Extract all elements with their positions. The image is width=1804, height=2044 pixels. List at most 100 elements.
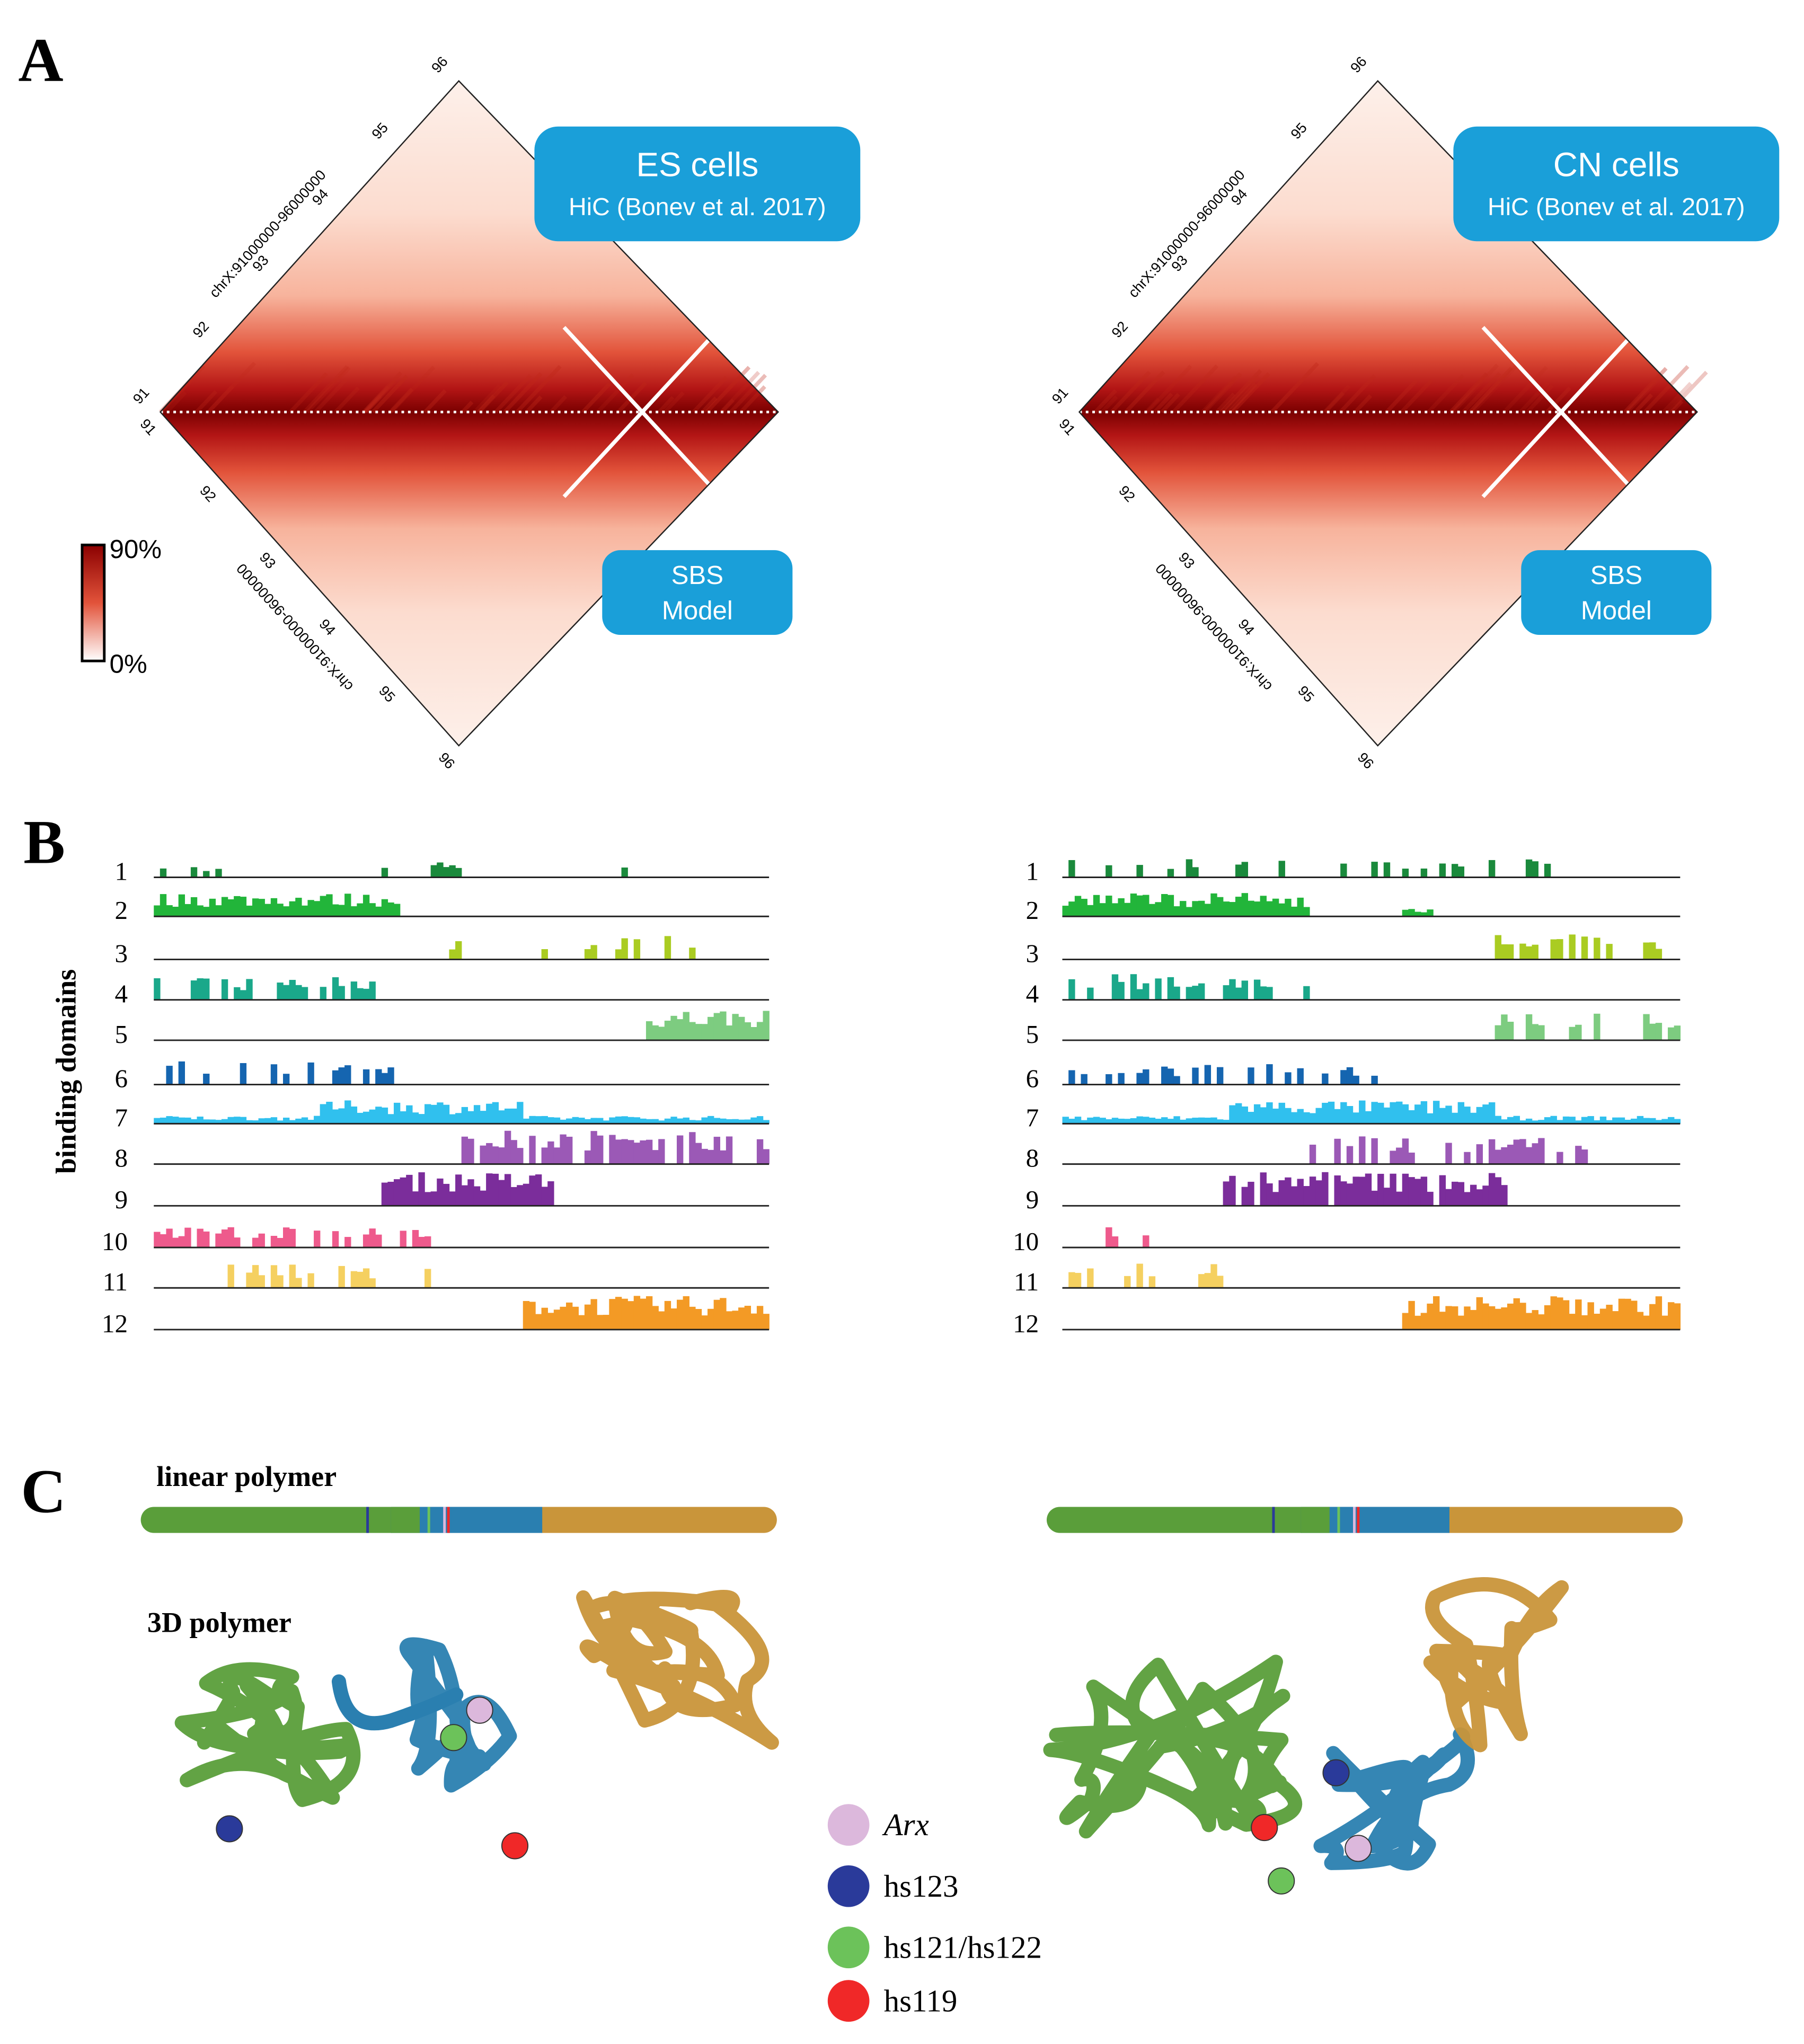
- domain-bar: [1396, 1191, 1403, 1206]
- hic-texture: [1146, 365, 1192, 413]
- domain-bar: [350, 981, 358, 1000]
- hic-texture: [503, 372, 543, 413]
- domain-bar: [197, 1116, 204, 1124]
- hic-gap: [562, 326, 722, 498]
- domain-bar: [381, 1073, 388, 1085]
- tick-label: 92: [197, 483, 219, 505]
- domain-bar: [1495, 1308, 1501, 1330]
- hic-texture: [1662, 382, 1692, 413]
- hic-texture: [616, 382, 647, 413]
- domain-bar: [381, 899, 388, 917]
- domain-bar: [190, 897, 198, 917]
- domain-bar: [1408, 1152, 1415, 1164]
- domain-bar: [209, 1119, 216, 1124]
- domain-bar: [1581, 936, 1588, 960]
- tick-label: 95: [369, 120, 391, 142]
- hic-texture: [1354, 394, 1373, 413]
- domain-bar: [1599, 1116, 1607, 1124]
- domain-bar: [1408, 1300, 1415, 1330]
- domain-bar: [732, 1311, 739, 1330]
- domain-bar: [1223, 901, 1230, 917]
- domain-bar: [1167, 1068, 1174, 1085]
- domain-bar: [1192, 901, 1199, 917]
- domain-bar: [541, 1116, 548, 1124]
- hic-texture: [1094, 389, 1117, 413]
- domain-bar: [1569, 1027, 1576, 1040]
- hic-texture: [362, 371, 403, 413]
- domain-bar: [1148, 1276, 1156, 1288]
- domain-bar: [406, 1105, 413, 1124]
- domain-bar: [1445, 1189, 1452, 1206]
- domain-bar: [1210, 893, 1217, 917]
- linear-tan: [529, 1507, 777, 1533]
- domain-bar: [572, 1117, 579, 1124]
- domain-bar: [197, 905, 204, 917]
- domain-bar: [695, 1024, 702, 1040]
- domain-bar: [1210, 1117, 1217, 1124]
- hic-texture: [1471, 364, 1518, 413]
- domain-bar: [1612, 1117, 1619, 1124]
- hic-texture: [1201, 375, 1237, 413]
- hic-texture: [1400, 378, 1434, 413]
- domain-bar: [1186, 987, 1193, 1000]
- tick-label: 94: [316, 616, 338, 638]
- domain-bar: [227, 1117, 234, 1124]
- domain-bar: [190, 1119, 198, 1124]
- domain-bar: [645, 1021, 653, 1040]
- domain-bar: [1111, 1236, 1119, 1247]
- domain-bar: [1532, 944, 1538, 960]
- domain-bar: [1507, 944, 1514, 960]
- domain-bar: [203, 978, 210, 1000]
- domain-bar: [289, 1264, 296, 1288]
- domain-bar: [1155, 978, 1162, 1000]
- domain-bar: [1235, 987, 1242, 1000]
- domain-bar: [1408, 909, 1415, 917]
- domain-bar: [467, 1179, 474, 1206]
- domain-bar: [1198, 983, 1205, 1000]
- domain-label: 3: [114, 939, 128, 968]
- domain-bar: [615, 1297, 622, 1330]
- domain-bar: [1322, 1073, 1329, 1085]
- domain-bar: [277, 1237, 284, 1247]
- domain-bar: [160, 894, 167, 917]
- domain-bar: [1525, 1014, 1533, 1040]
- domain-bar: [1136, 865, 1143, 878]
- domain-bar: [738, 1307, 745, 1330]
- domain-bar: [1457, 1182, 1465, 1206]
- domain-bar: [375, 906, 382, 917]
- domain-bar: [197, 978, 204, 1000]
- domain-bar: [1297, 1068, 1304, 1085]
- domain-bar: [683, 1296, 689, 1330]
- domain-bar: [1532, 1310, 1538, 1330]
- domain-bar: [1476, 1144, 1483, 1164]
- locus: [216, 1815, 243, 1843]
- domain-bar: [689, 1022, 696, 1040]
- hic-texture: [1100, 395, 1118, 413]
- domain-bar: [1248, 1112, 1254, 1124]
- domain-bar: [1161, 1066, 1168, 1085]
- domain-bar: [1365, 1111, 1372, 1124]
- domain-bar: [1248, 1067, 1254, 1085]
- domain-bar: [443, 867, 450, 878]
- domain-bar: [1550, 939, 1557, 960]
- legend-swatch: [827, 1980, 870, 2022]
- domain-bar: [203, 1119, 210, 1124]
- domain-bar: [1285, 1072, 1292, 1085]
- hic-texture: [364, 395, 382, 413]
- domain-bar: [1229, 1175, 1236, 1206]
- hic-texture: [306, 366, 351, 413]
- domain-bar: [1439, 1312, 1446, 1330]
- domain-bar: [708, 1116, 714, 1124]
- domain-bar: [1402, 1173, 1409, 1206]
- hic-texture: [720, 370, 760, 413]
- panel-label: B: [23, 807, 65, 877]
- domain-bar: [664, 936, 671, 960]
- domain-bar: [517, 1148, 524, 1164]
- domain-bar: [763, 1149, 770, 1164]
- domain-label: 7: [1026, 1103, 1039, 1132]
- domain-bar: [283, 985, 290, 1000]
- domain-bar: [1631, 1300, 1638, 1330]
- tick-label: 96: [428, 54, 450, 76]
- domain-bar: [676, 1299, 684, 1330]
- domain-bar: [369, 903, 376, 917]
